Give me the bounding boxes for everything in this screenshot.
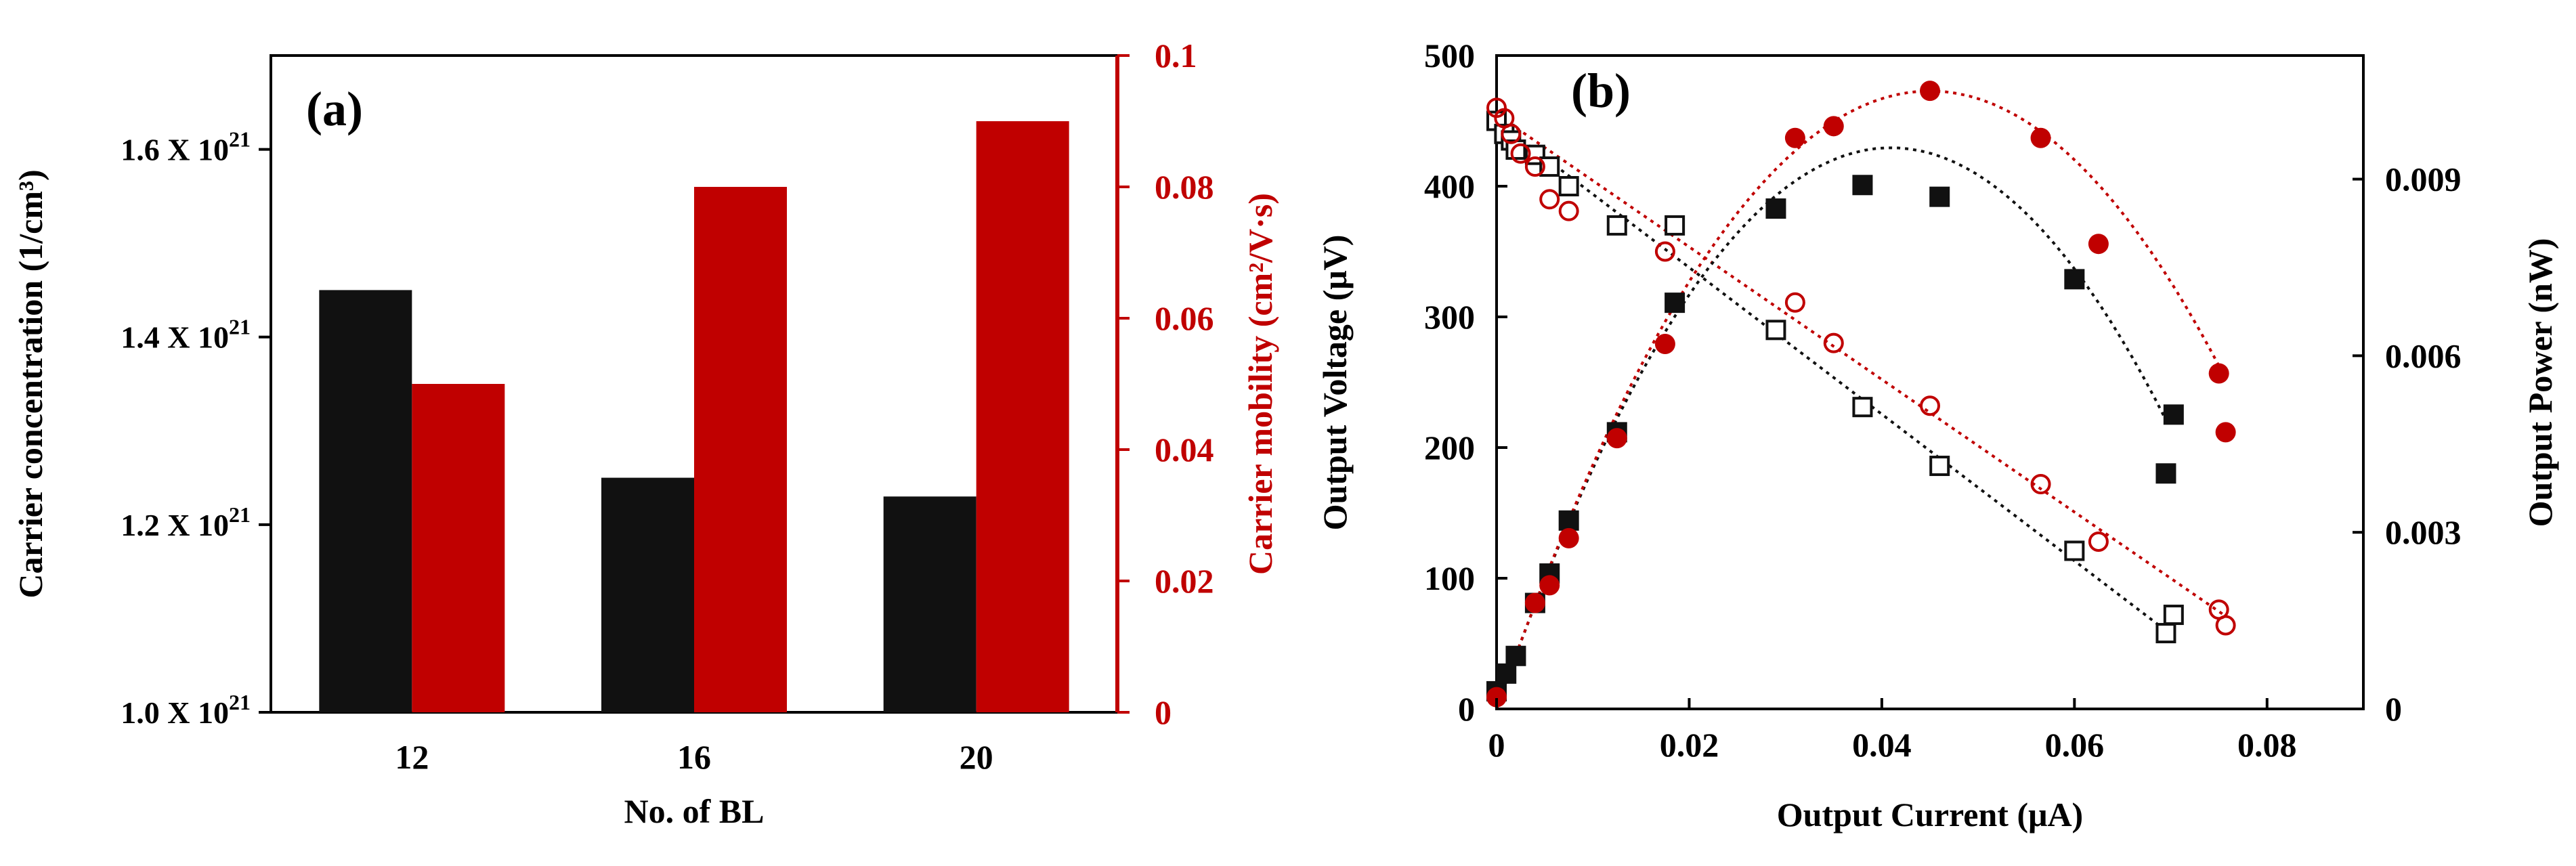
point-voltage-red [1823,332,1844,353]
panel-b-label: (b) [1571,64,1631,118]
right-tick-label: 0 [2385,690,2402,728]
x-tick-label: 20 [960,738,993,776]
bar-carrier-mobility-12 [412,384,505,712]
point-power-red [1784,127,1805,148]
right-tick-label: 0.003 [2385,513,2462,551]
point-power-black [1558,510,1579,531]
point-voltage-black [2064,540,2085,561]
right-tick-label: 0.08 [1155,168,1214,206]
left-tick-label: 200 [1424,429,1475,467]
x-tick-label: 0.04 [1852,726,1912,764]
panel-b-left-axis-label: Output Voltage (μV) [1316,235,1354,531]
right-tick-label: 0.04 [1155,431,1214,469]
point-power-red [1524,592,1545,613]
right-tick-label: 0.006 [2385,337,2462,374]
bar-carrier-concentration-16 [601,477,694,712]
panel-b-right-axis-label: Output Power (nW) [2521,238,2559,527]
point-voltage-black [1558,176,1579,196]
point-power-black [1505,645,1526,666]
point-voltage-black [1606,215,1627,236]
point-power-black [1496,663,1517,684]
left-tick-label: 1.4 X 1021 [121,315,251,355]
left-tick-label: 300 [1424,298,1475,336]
trend-power-red [1495,89,2225,710]
panel-a: 1.0 X 1021 1.2 X 1021 1.4 X 1021 1.6 X 1021… [12,37,1279,830]
point-voltage-red [1920,395,1940,416]
left-tick-label: 400 [1424,167,1475,205]
right-tick-label: 0.009 [2385,160,2462,198]
point-power-red [1486,687,1507,708]
left-tick-label: 1.0 X 1021 [121,690,251,730]
right-tick-label: 0.1 [1155,37,1197,74]
point-voltage-red [1510,143,1531,164]
panel-b: 0 100 200 300 400 500 0 0.003 0.006 0.009 0 0.02 0… [1316,37,2559,833]
right-tick-label: 0 [1155,693,1172,731]
left-tick-label: 1.2 X 1021 [121,502,251,542]
bar-carrier-mobility-20 [976,121,1069,712]
trend-voltage-black [1495,119,2167,632]
point-power-red [2215,422,2236,443]
left-tick-label: 0 [1458,690,1475,728]
left-tick-label: 1.6 X 1021 [121,127,251,167]
point-power-black [1665,293,1686,313]
point-voltage-red [1501,123,1522,144]
point-voltage-red [2030,474,2051,495]
point-power-red [1823,116,1844,137]
point-power-black [1852,175,1873,196]
point-voltage-red [1784,292,1805,313]
panel-a-x-axis-label: No. of BL [624,792,765,830]
point-voltage-red [1654,241,1675,262]
point-voltage-black [1665,215,1686,236]
trend-power-black [1495,146,2168,710]
point-voltage-red [2215,615,2236,636]
panel-a-left-axis-label: Carrier concentration (1/cm³) [12,169,49,598]
point-voltage-red [2088,531,2109,552]
left-tick-label: 500 [1424,37,1475,74]
point-power-black [1929,186,1950,207]
panel-a-label: (a) [306,82,363,136]
point-power-red [1539,575,1560,596]
point-voltage-black [2155,623,2176,644]
panel-a-right-axis-label: Carrier mobility (cm²/V·s) [1241,193,1279,575]
right-tick-label: 0.06 [1155,299,1214,337]
x-tick-label: 0 [1488,726,1505,764]
bar-carrier-concentration-20 [883,496,976,712]
x-tick-label: 16 [677,738,711,776]
point-power-black [2163,404,2184,425]
panel-b-plot-frame [1495,54,2365,710]
point-voltage-black [1929,456,1950,477]
point-power-red [1654,333,1675,354]
point-voltage-black [2163,605,2184,626]
panel-b-x-axis-label: Output Current (μA) [1777,796,2083,833]
point-voltage-red [1524,156,1545,177]
point-voltage-black [1765,320,1786,341]
trend-voltage-red [1495,113,2225,616]
point-power-red [2030,127,2051,148]
point-voltage-red [1539,189,1560,210]
point-voltage-black [1852,397,1873,418]
point-power-red [1606,428,1627,449]
x-tick-label: 0.02 [1660,726,1719,764]
bar-carrier-concentration-12 [319,290,412,712]
point-power-red [1920,81,1940,102]
point-voltage-red [1558,200,1579,221]
point-power-red [1558,527,1579,548]
x-tick-label: 0.08 [2237,726,2297,764]
x-tick-label: 12 [395,738,429,776]
point-power-black [2155,463,2176,484]
right-tick-label: 0.02 [1155,562,1214,600]
x-tick-label: 0.06 [2045,726,2105,764]
point-power-black [1765,198,1786,219]
point-power-red [2208,363,2229,384]
point-power-red [2088,234,2109,255]
point-power-black [2064,269,2085,290]
bar-carrier-mobility-16 [694,187,787,712]
left-tick-label: 100 [1424,559,1475,597]
